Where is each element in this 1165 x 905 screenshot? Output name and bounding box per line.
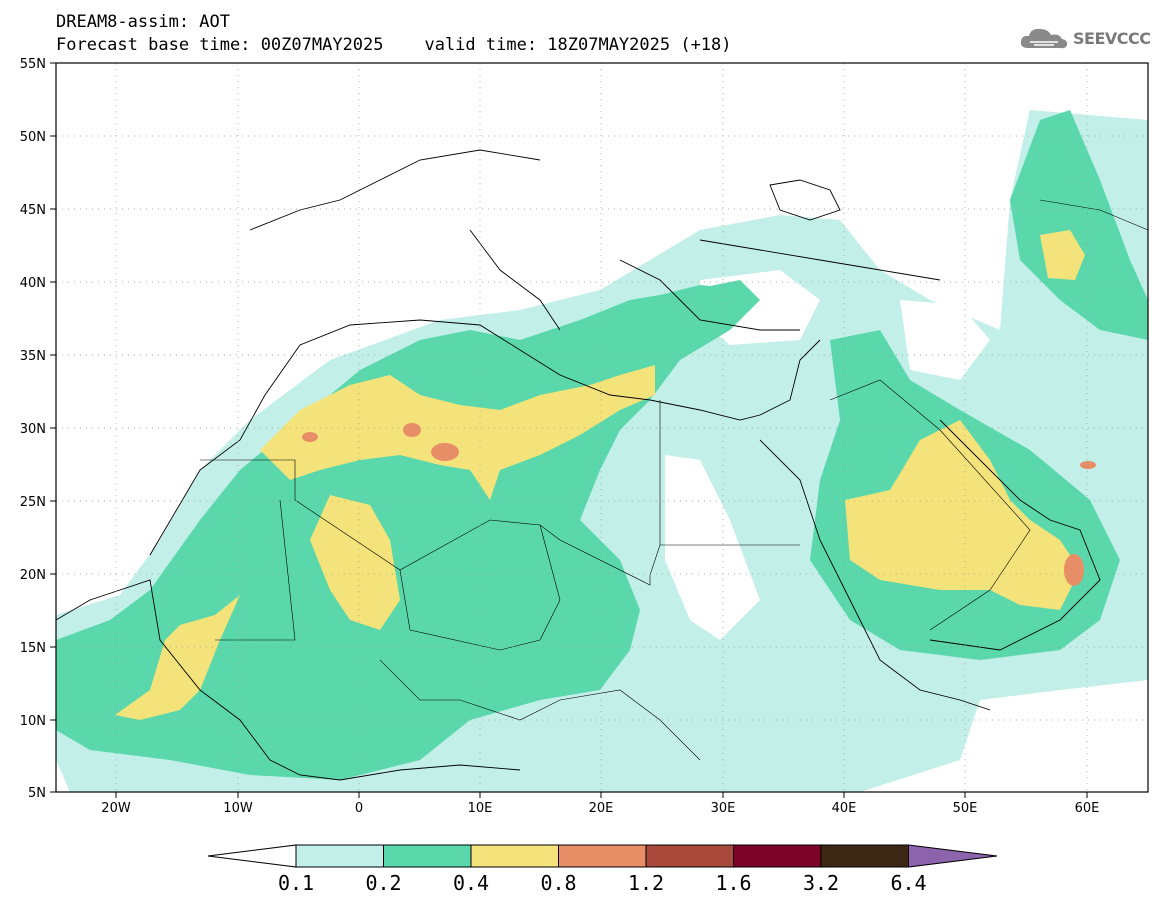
lat-tick-label: 40N — [20, 276, 46, 291]
colorbar-swatch — [295, 844, 384, 868]
lon-tick-label: 30E — [711, 801, 736, 816]
lon-tick-label: 0 — [355, 801, 363, 816]
colorbar-label: 1.6 — [715, 871, 752, 895]
lat-tick-label: 30N — [20, 422, 46, 437]
colorbar-swatch — [558, 844, 647, 868]
lon-tick-label: 50E — [953, 801, 978, 816]
colorbar-min-arrow — [207, 844, 297, 868]
colorbar-swatch — [383, 844, 472, 868]
colorbar — [207, 844, 998, 868]
axis-ticks — [50, 62, 1088, 798]
colorbar-swatch — [645, 844, 734, 868]
colorbar-swatch — [820, 844, 909, 868]
colorbar-swatch — [470, 844, 559, 868]
cloud-icon — [1020, 28, 1068, 49]
lat-tick-label: 50N — [20, 130, 46, 145]
lon-tick-label: 20E — [589, 801, 614, 816]
graticule — [56, 63, 1148, 792]
lat-tick-label: 10N — [20, 714, 46, 729]
lat-tick-label: 25N — [20, 495, 46, 510]
lat-tick-label: 55N — [20, 57, 46, 72]
country-borders — [200, 199, 1148, 761]
base-time: Forecast base time: 00Z07MAY2025 — [56, 35, 384, 55]
colorbar-swatch — [733, 844, 822, 868]
logo-text: SEEVCCC — [1073, 28, 1151, 48]
valid-time: valid time: 18Z07MAY2025 (+18) — [424, 35, 732, 55]
colorbar-max-arrow — [908, 844, 998, 868]
forecast-times: Forecast base time: 00Z07MAY2025 valid t… — [56, 35, 732, 55]
lon-tick-label: 20W — [101, 801, 131, 816]
colorbar-label: 6.4 — [890, 871, 927, 895]
colorbar-label: 0.1 — [277, 871, 315, 895]
colorbar-label: 0.8 — [540, 871, 577, 895]
lat-tick-label: 20N — [20, 568, 46, 583]
colorbar-label: 3.2 — [802, 871, 840, 895]
seevccc-logo: SEEVCCC — [1018, 24, 1151, 52]
map-title: DREAM8-assim: AOT — [56, 12, 230, 32]
lon-tick-label: 10E — [468, 801, 493, 816]
aot-field — [56, 63, 1148, 792]
colorbar-label: 0.2 — [365, 871, 402, 895]
colorbar-label: 1.2 — [627, 871, 665, 895]
lon-tick-label: 40E — [832, 801, 857, 816]
lat-tick-label: 45N — [20, 203, 46, 218]
lat-tick-label: 15N — [20, 641, 46, 656]
lon-tick-label: 10W — [223, 801, 253, 816]
colorbar-label: 0.4 — [452, 871, 490, 895]
lat-tick-label: 35N — [20, 349, 46, 364]
lat-tick-label: 5N — [28, 786, 46, 801]
lon-tick-label: 60E — [1075, 801, 1100, 816]
coastlines — [56, 149, 1101, 781]
